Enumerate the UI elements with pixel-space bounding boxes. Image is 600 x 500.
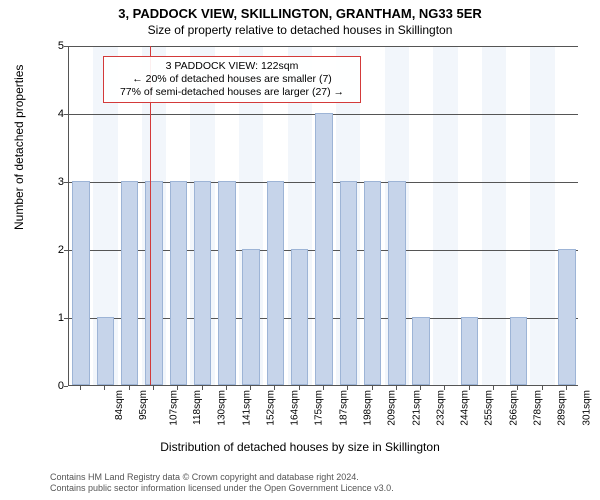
y-tick-label: 1	[44, 312, 64, 324]
annotation-box: 3 PADDOCK VIEW: 122sqm← 20% of detached …	[103, 56, 361, 103]
y-tick-mark	[64, 386, 68, 387]
x-tick-label: 198sqm	[363, 390, 374, 426]
grid-band	[482, 46, 506, 385]
plot-area: 3 PADDOCK VIEW: 122sqm← 20% of detached …	[68, 46, 578, 386]
x-tick-mark	[493, 386, 494, 390]
bar	[412, 317, 429, 385]
x-tick-mark	[80, 386, 81, 390]
x-tick-label: 244sqm	[460, 390, 471, 426]
bar	[267, 181, 284, 385]
x-tick-label: 84sqm	[114, 390, 125, 420]
x-tick-mark	[177, 386, 178, 390]
y-tick-label: 2	[44, 244, 64, 256]
x-tick-mark	[299, 386, 300, 390]
x-tick-mark	[274, 386, 275, 390]
y-axis-label: Number of detached properties	[12, 65, 26, 230]
bar	[291, 249, 308, 385]
x-tick-mark	[250, 386, 251, 390]
page-title: 3, PADDOCK VIEW, SKILLINGTON, GRANTHAM, …	[0, 0, 600, 21]
x-tick-label: 152sqm	[265, 390, 276, 426]
bar	[340, 181, 357, 385]
x-tick-label: 289sqm	[557, 390, 568, 426]
gridline	[69, 46, 578, 47]
x-axis-label: Distribution of detached houses by size …	[0, 440, 600, 454]
x-tick-mark	[566, 386, 567, 390]
x-tick-label: 175sqm	[314, 390, 325, 426]
bar	[170, 181, 187, 385]
y-tick-mark	[64, 250, 68, 251]
footer-line: Contains HM Land Registry data © Crown c…	[50, 472, 394, 483]
x-tick-mark	[226, 386, 227, 390]
x-tick-label: 107sqm	[168, 390, 179, 426]
x-tick-mark	[469, 386, 470, 390]
bar	[558, 249, 575, 385]
y-tick-mark	[64, 46, 68, 47]
page-subtitle: Size of property relative to detached ho…	[0, 21, 600, 37]
bar	[218, 181, 235, 385]
bar	[388, 181, 405, 385]
x-tick-mark	[347, 386, 348, 390]
x-tick-mark	[420, 386, 421, 390]
bar	[72, 181, 89, 385]
x-tick-label: 118sqm	[192, 390, 203, 425]
x-tick-label: 278sqm	[533, 390, 544, 426]
bar	[510, 317, 527, 385]
y-tick-label: 4	[44, 108, 64, 120]
y-tick-mark	[64, 318, 68, 319]
x-tick-mark	[323, 386, 324, 390]
bar	[364, 181, 381, 385]
chart-container: 3 PADDOCK VIEW: 122sqm← 20% of detached …	[48, 46, 578, 416]
x-tick-label: 209sqm	[387, 390, 398, 426]
y-tick-label: 0	[44, 380, 64, 392]
y-tick-label: 5	[44, 40, 64, 52]
grid-band	[530, 46, 554, 385]
x-tick-mark	[444, 386, 445, 390]
x-tick-label: 141sqm	[241, 390, 252, 426]
bar	[97, 317, 114, 385]
x-tick-label: 164sqm	[290, 390, 301, 426]
x-tick-mark	[153, 386, 154, 390]
y-tick-mark	[64, 114, 68, 115]
x-tick-mark	[129, 386, 130, 390]
bar	[121, 181, 138, 385]
y-tick-label: 3	[44, 176, 64, 188]
footer-attribution: Contains HM Land Registry data © Crown c…	[50, 472, 394, 495]
x-tick-label: 130sqm	[217, 390, 228, 426]
footer-line: Contains public sector information licen…	[50, 483, 394, 494]
x-tick-label: 301sqm	[581, 390, 592, 426]
bar	[461, 317, 478, 385]
annot-line: 77% of semi-detached houses are larger (…	[110, 86, 354, 99]
x-tick-label: 255sqm	[484, 390, 495, 426]
x-tick-mark	[104, 386, 105, 390]
x-tick-mark	[396, 386, 397, 390]
bar	[242, 249, 259, 385]
annot-line: 3 PADDOCK VIEW: 122sqm	[110, 60, 354, 73]
x-tick-label: 187sqm	[338, 390, 349, 426]
x-tick-label: 221sqm	[411, 390, 422, 426]
x-tick-label: 266sqm	[508, 390, 519, 426]
annot-line: ← 20% of detached houses are smaller (7)	[110, 73, 354, 86]
x-tick-mark	[542, 386, 543, 390]
bar	[315, 113, 332, 385]
x-tick-label: 95sqm	[138, 390, 149, 420]
grid-band	[433, 46, 457, 385]
x-tick-mark	[202, 386, 203, 390]
bar	[194, 181, 211, 385]
y-tick-mark	[64, 182, 68, 183]
x-tick-mark	[517, 386, 518, 390]
bar	[145, 181, 162, 385]
x-tick-label: 232sqm	[435, 390, 446, 426]
x-tick-mark	[372, 386, 373, 390]
